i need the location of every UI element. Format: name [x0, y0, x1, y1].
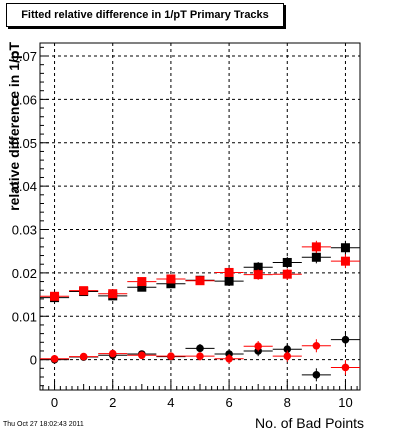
data-point-square	[311, 242, 321, 252]
data-point-square	[108, 289, 118, 299]
data-point-circle	[50, 354, 59, 363]
data-point-circle	[167, 352, 175, 360]
data-point-square	[50, 291, 60, 301]
data-point-square	[195, 276, 205, 286]
y-axis-label: relative difference in 1/pT	[6, 42, 22, 211]
data-point-square	[253, 262, 263, 272]
data-point-square	[282, 269, 292, 279]
x-axis-label: No. of Bad Points	[255, 415, 364, 431]
data-point-circle	[283, 345, 292, 354]
series-3	[40, 339, 360, 375]
data-point-circle	[341, 363, 350, 372]
data-point-square	[253, 270, 263, 280]
data-point-circle	[196, 344, 204, 353]
data-point-circle	[312, 371, 321, 379]
data-point-square	[224, 276, 234, 286]
x-tick-label: 10	[338, 395, 352, 410]
data-point-circle	[254, 342, 262, 350]
data-marks	[40, 240, 360, 382]
series-1	[40, 240, 360, 301]
y-tick-label: 0.03	[12, 223, 37, 238]
data-point-square	[282, 257, 292, 267]
y-tick-label: 0.05	[12, 136, 37, 151]
title-box: Fitted relative difference in 1/pT Prima…	[6, 3, 284, 27]
data-point-square	[340, 243, 350, 253]
data-point-square	[224, 267, 234, 277]
data-point-square	[79, 286, 89, 296]
data-point-circle	[138, 351, 146, 360]
data-point-square	[311, 252, 321, 262]
grid-layer	[40, 43, 360, 390]
y-tick-label: 0	[30, 353, 37, 368]
data-point-circle	[283, 352, 292, 360]
x-tick-label: 8	[284, 395, 291, 410]
timestamp: Thu Oct 27 18:02:43 2011	[3, 421, 84, 428]
x-tick-label: 6	[225, 395, 232, 410]
data-point-square	[166, 274, 176, 284]
data-point-circle	[312, 341, 321, 350]
x-tick-label: 0	[51, 395, 58, 410]
y-tick-label: 0.01	[12, 309, 37, 324]
data-point-circle	[79, 352, 88, 361]
data-point-circle	[108, 349, 117, 358]
x-tick-label: 4	[167, 395, 174, 410]
data-point-circle	[196, 352, 204, 360]
y-tick-label: 0.02	[12, 266, 37, 281]
y-tick-label: 0.07	[12, 49, 37, 64]
data-point-square	[137, 282, 147, 292]
x-tick-label: 2	[109, 395, 116, 410]
y-tick-label: 0.06	[12, 92, 37, 107]
chart-title: Fitted relative difference in 1/pT Prima…	[21, 9, 269, 21]
data-point-circle	[225, 354, 233, 363]
data-point-square	[340, 256, 350, 266]
data-point-square	[166, 279, 176, 289]
data-point-square	[137, 277, 147, 287]
axes-layer: 0 2 4 6 8 10 0 0.01 0.02 0.03 0.04 0.05 0.06 0.07	[12, 46, 358, 410]
data-point-circle	[341, 335, 350, 344]
y-tick-label: 0.04	[12, 179, 37, 194]
